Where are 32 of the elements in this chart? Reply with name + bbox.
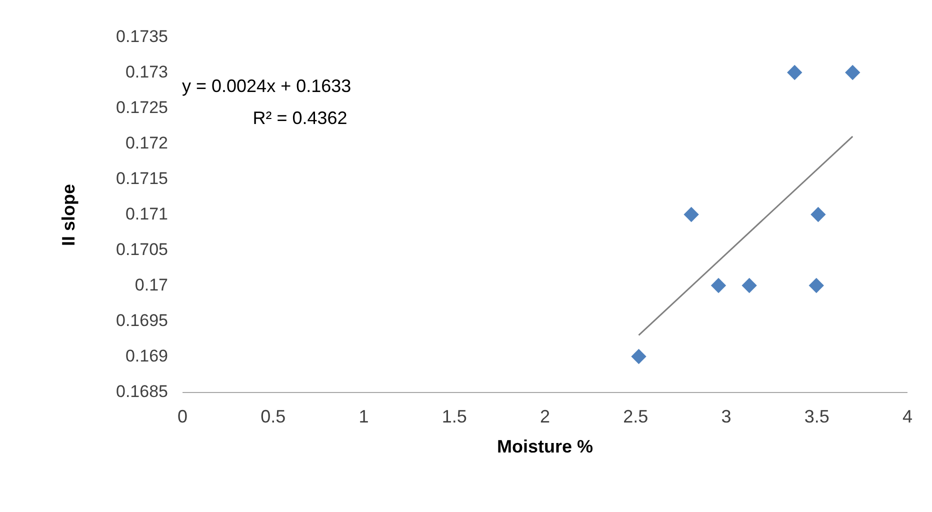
x-tick-label: 3.5: [804, 406, 830, 426]
y-tick-label: 0.1735: [116, 27, 168, 46]
x-tick-label: 0: [177, 406, 188, 426]
y-tick-label: 0.173: [125, 62, 168, 82]
y-tick-label: 0.172: [125, 134, 168, 152]
y-axis-title: II slope: [58, 184, 78, 246]
x-tick-label: 0.5: [260, 406, 286, 426]
x-tick-label: 2.5: [623, 406, 648, 426]
y-tick-label: 0.1725: [116, 98, 168, 117]
x-tick-label: 4: [902, 406, 913, 426]
x-axis-title: Moisture %: [496, 436, 594, 456]
y-tick-label: 0.169: [125, 346, 168, 366]
point: [684, 206, 699, 222]
point: [631, 348, 646, 364]
y-tick-label: 0.171: [125, 204, 168, 224]
x-tick-label: 1.5: [442, 406, 467, 426]
x-tick-label: 3: [721, 406, 732, 426]
point: [845, 64, 860, 80]
x-tick-label: 1: [358, 406, 369, 426]
point: [787, 64, 802, 80]
point: [710, 278, 726, 294]
point: [810, 206, 826, 222]
point: [808, 278, 824, 294]
annotation: y = 0.0024x + 0.1633: [182, 76, 352, 96]
y-tick-label: 0.1715: [116, 169, 168, 188]
y-tick-label: 0.1695: [116, 311, 168, 330]
x-tick-label: 2: [540, 406, 550, 426]
point: [742, 278, 757, 294]
y-tick-label: 0.17: [134, 276, 168, 294]
y-tick-label: 0.1685: [116, 382, 168, 401]
annotation: R² = 0.4362: [252, 108, 348, 128]
y-tick-label: 0.1705: [116, 240, 168, 259]
